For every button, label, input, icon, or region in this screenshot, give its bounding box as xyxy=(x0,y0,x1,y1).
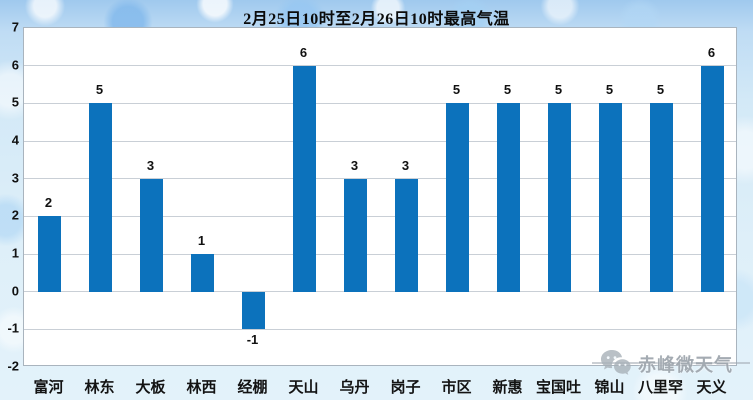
x-tick-label: 天山 xyxy=(288,379,319,396)
bar xyxy=(293,65,316,292)
gridline xyxy=(24,253,736,255)
value-label: -1 xyxy=(246,332,259,348)
x-tick-label: 富河 xyxy=(33,379,64,396)
x-tick-label: 锦山 xyxy=(594,379,625,396)
value-label: 5 xyxy=(503,82,512,98)
gridline xyxy=(24,140,736,142)
x-tick-label: 天义 xyxy=(696,379,727,396)
bar xyxy=(38,216,61,292)
y-tick-label: 2 xyxy=(11,207,19,223)
value-label: 5 xyxy=(605,82,614,98)
bar xyxy=(497,103,520,292)
x-tick-label: 岗子 xyxy=(390,379,421,396)
gridline xyxy=(24,102,736,104)
bar xyxy=(242,291,265,330)
x-tick-label: 新惠 xyxy=(492,379,523,396)
bar xyxy=(395,178,418,292)
bar xyxy=(344,178,367,292)
y-tick-label: 1 xyxy=(11,245,19,261)
plot-area xyxy=(23,27,737,366)
x-tick-label: 大板 xyxy=(135,379,166,396)
value-label: 3 xyxy=(146,157,155,173)
wechat-icon xyxy=(600,349,634,382)
y-tick-label: -2 xyxy=(7,358,19,374)
bar xyxy=(140,178,163,292)
gridline xyxy=(24,291,736,293)
bar xyxy=(548,103,571,292)
y-tick-label: 3 xyxy=(11,170,19,186)
x-tick-label: 乌丹 xyxy=(339,379,370,396)
x-tick-label: 八里罕 xyxy=(637,379,683,396)
bar xyxy=(446,103,469,292)
watermark: 赤峰微天气 xyxy=(592,349,750,379)
x-tick-label: 经棚 xyxy=(237,379,268,396)
gridline xyxy=(24,65,736,67)
y-tick-label: 0 xyxy=(11,283,19,299)
y-tick-label: 5 xyxy=(11,94,19,110)
y-tick-label: -1 xyxy=(7,320,19,336)
watermark-line xyxy=(592,362,750,364)
value-label: 1 xyxy=(197,233,206,248)
value-label: 6 xyxy=(707,44,716,60)
y-tick-label: 7 xyxy=(11,19,19,35)
value-label: 3 xyxy=(350,157,359,173)
y-tick-label: 4 xyxy=(11,132,19,148)
x-tick-label: 林西 xyxy=(186,379,217,396)
bar xyxy=(599,103,622,292)
y-tick-label: 6 xyxy=(11,57,19,73)
value-label: 5 xyxy=(452,82,461,98)
gridline xyxy=(24,215,736,217)
gridline xyxy=(24,178,736,180)
bar xyxy=(191,254,214,292)
watermark-text: 赤峰微天气 xyxy=(638,355,733,375)
value-label: 5 xyxy=(554,82,563,98)
bar xyxy=(650,103,673,292)
value-label: 6 xyxy=(299,44,308,60)
value-label: 5 xyxy=(656,82,665,98)
gridline xyxy=(24,328,736,330)
value-label: 5 xyxy=(95,82,104,98)
x-tick-label: 林东 xyxy=(84,379,115,396)
x-tick-label: 市区 xyxy=(441,379,472,396)
value-label: 2 xyxy=(44,195,53,211)
x-tick-label: 宝国吐 xyxy=(535,379,581,396)
chart-title: 2月25日10时至2月26日10时最高气温 xyxy=(243,11,510,28)
bar xyxy=(701,65,724,292)
value-label: 3 xyxy=(401,157,410,173)
bar xyxy=(89,103,112,292)
